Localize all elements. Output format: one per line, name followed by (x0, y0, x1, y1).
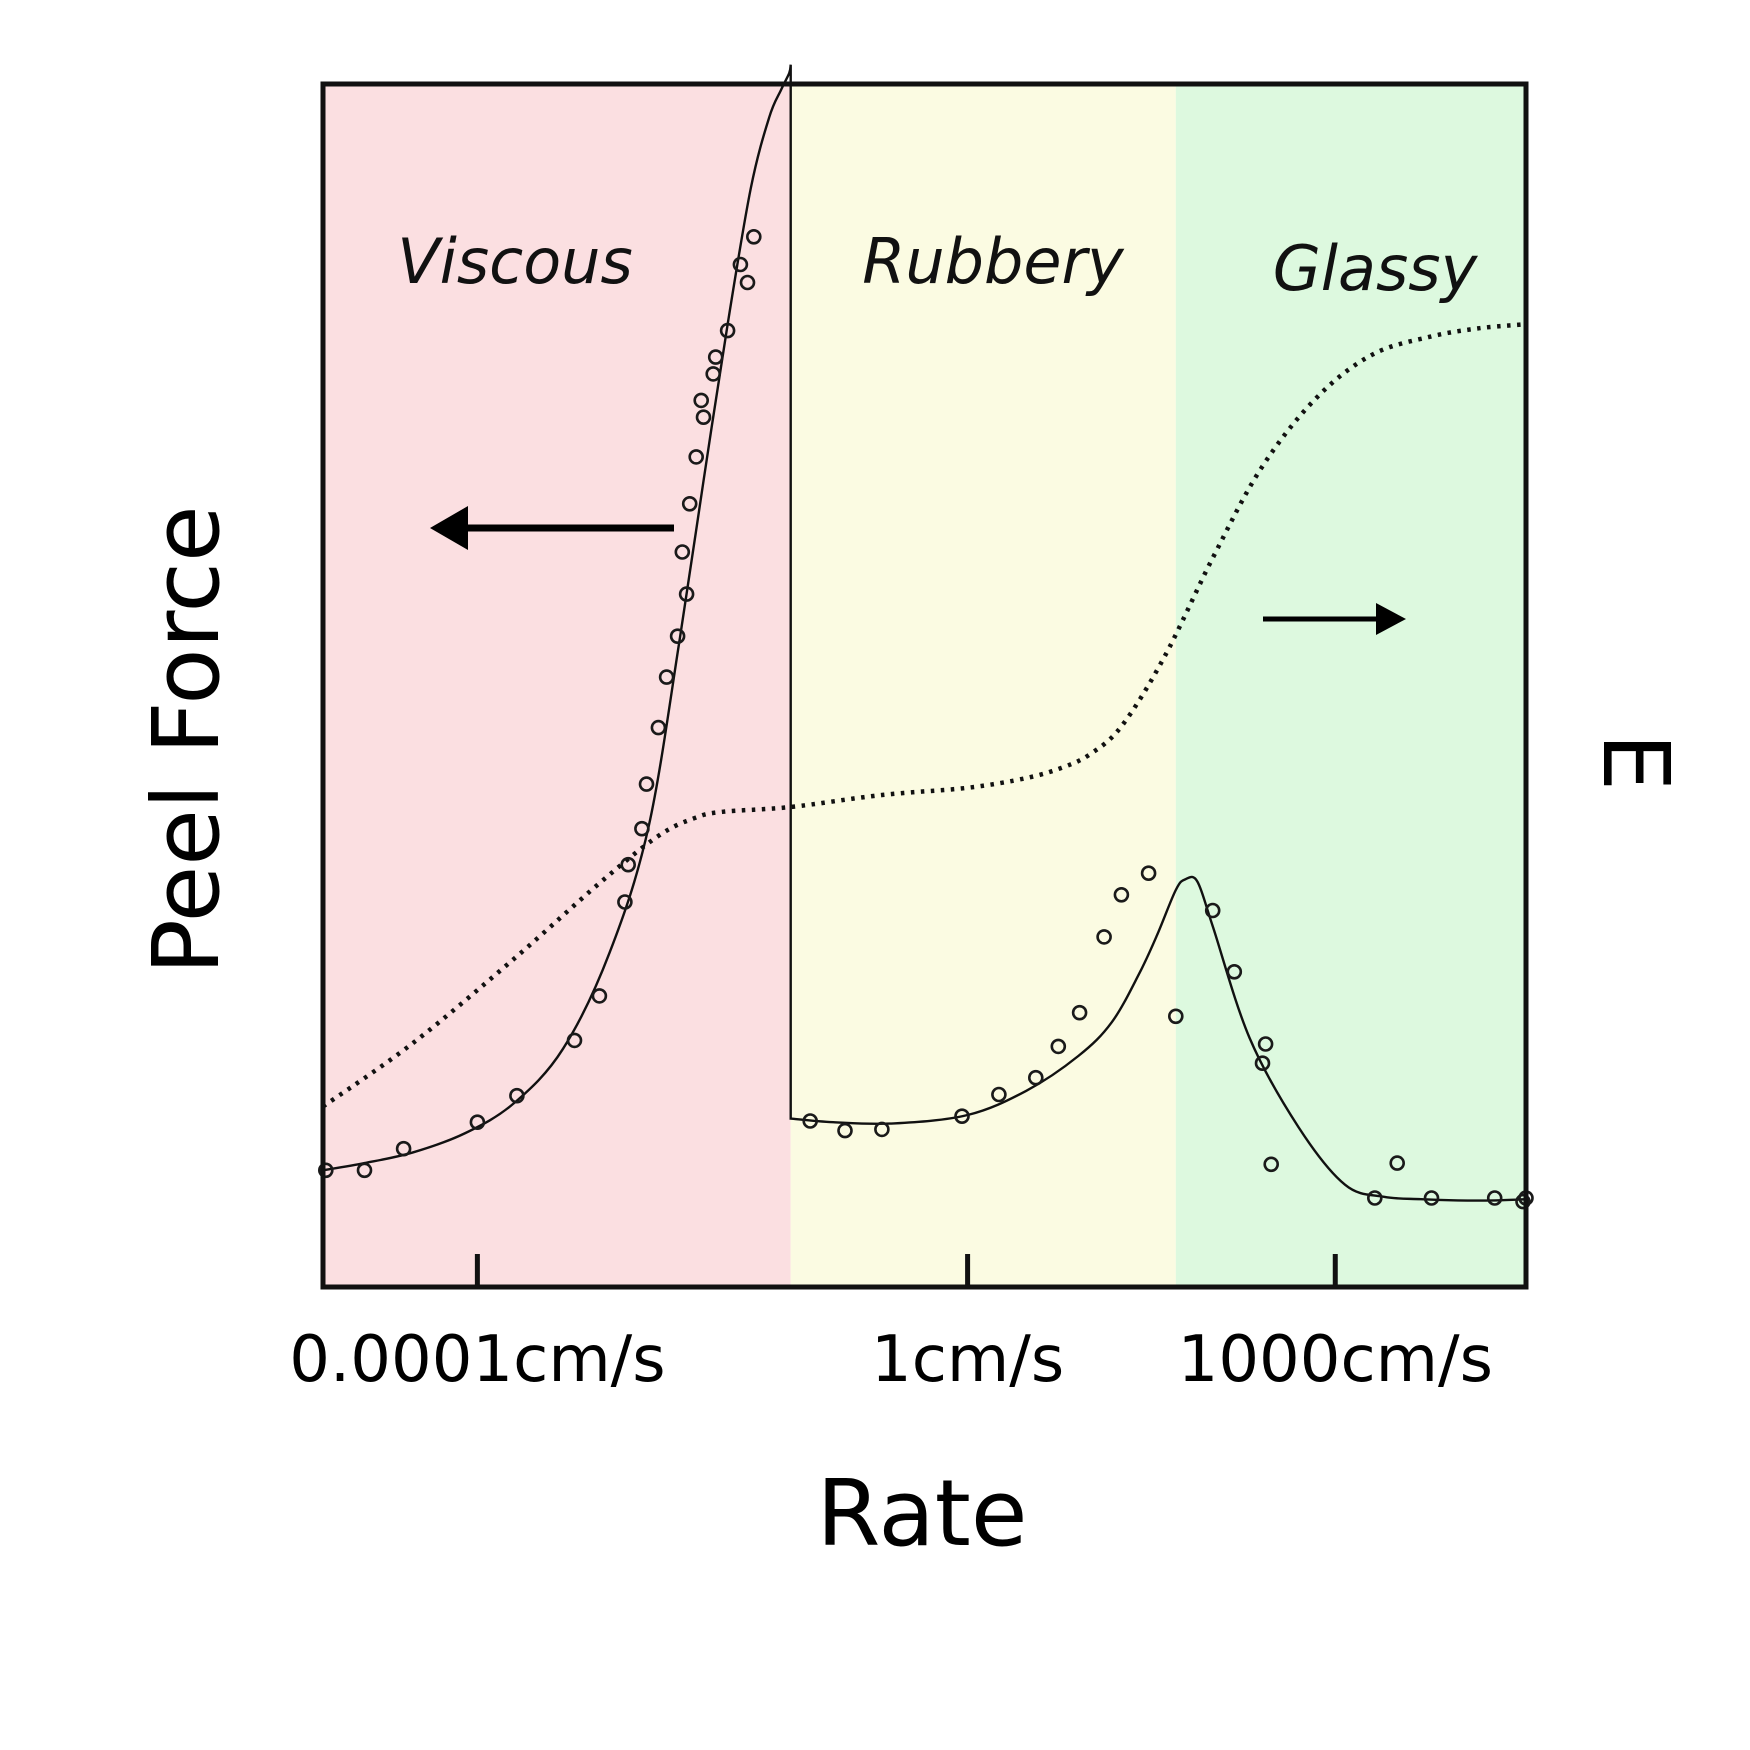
region-band-glassy (1175, 84, 1526, 1287)
data-point (566, 1032, 583, 1049)
plot-frame (320, 81, 1529, 1290)
data-point (1367, 1190, 1383, 1206)
y2-axis-title: E (1582, 733, 1689, 791)
data-point (1113, 886, 1130, 903)
x-tick-label: 1000cm/s (1178, 1323, 1493, 1397)
data-point (617, 894, 633, 910)
data-point (1515, 1193, 1531, 1210)
data-point (638, 776, 655, 792)
data-point (1140, 865, 1157, 882)
data-point (991, 1086, 1007, 1103)
modulus-curve (321, 322, 1522, 1109)
region-labels: Viscous Rubbery Glassy (397, 225, 1478, 305)
data-point (678, 586, 695, 602)
data-point (1423, 1190, 1440, 1206)
data-point (1389, 1155, 1405, 1171)
region-band-rubbery (790, 84, 1176, 1287)
left-arrow (430, 506, 674, 550)
data-point (688, 449, 705, 465)
data-point (469, 1114, 486, 1130)
data-point (1257, 1036, 1274, 1052)
data-point (1226, 963, 1243, 980)
data-point (681, 495, 698, 512)
x-tick-label: 0.0001cm/s (289, 1323, 665, 1397)
data-point (1486, 1190, 1503, 1206)
data-points (317, 229, 1534, 1210)
x-tick-label: 1cm/s (871, 1323, 1064, 1397)
data-point (732, 256, 749, 273)
y-axis-title: Peel Force (133, 505, 240, 974)
data-point (739, 274, 756, 291)
data-point (356, 1162, 373, 1179)
data-point (695, 409, 712, 426)
data-point (745, 229, 762, 245)
data-point (1254, 1055, 1271, 1071)
data-point (693, 392, 710, 409)
data-point (634, 820, 650, 837)
data-point (620, 856, 637, 873)
data-point (669, 628, 686, 645)
data-point (591, 988, 608, 1004)
data-point (395, 1140, 412, 1157)
data-point (317, 1162, 334, 1179)
x-axis-ticks: 0.0001cm/s 1cm/s 1000cm/s (289, 1254, 1493, 1397)
region-bands (323, 84, 1526, 1287)
region-band-viscous (323, 84, 791, 1287)
data-point (874, 1121, 890, 1138)
data-point (1096, 929, 1112, 945)
right-arrow (1263, 603, 1406, 635)
data-point (837, 1122, 853, 1139)
data-point (674, 544, 691, 560)
right-arrow-head (1376, 603, 1406, 635)
data-point (707, 349, 724, 365)
data-point (802, 1113, 819, 1129)
data-point (658, 669, 675, 685)
x-axis-title: Rate (817, 1460, 1028, 1567)
data-point (705, 366, 722, 382)
data-point (719, 322, 736, 339)
data-point (1168, 1008, 1184, 1025)
left-arrow-head (430, 506, 468, 550)
data-point (509, 1087, 525, 1104)
data-point (1050, 1038, 1067, 1055)
data-point (1071, 1004, 1088, 1021)
region-label-glassy: Glassy (1273, 232, 1479, 305)
peel-force-curve (322, 64, 1527, 1202)
region-label-rubbery: Rubbery (862, 225, 1125, 298)
data-point (1204, 902, 1221, 919)
data-point (650, 719, 667, 736)
data-point (954, 1108, 970, 1124)
series-layer (321, 64, 1527, 1202)
data-point (1028, 1069, 1044, 1086)
data-point (1263, 1156, 1279, 1173)
region-label-viscous: Viscous (397, 225, 633, 298)
